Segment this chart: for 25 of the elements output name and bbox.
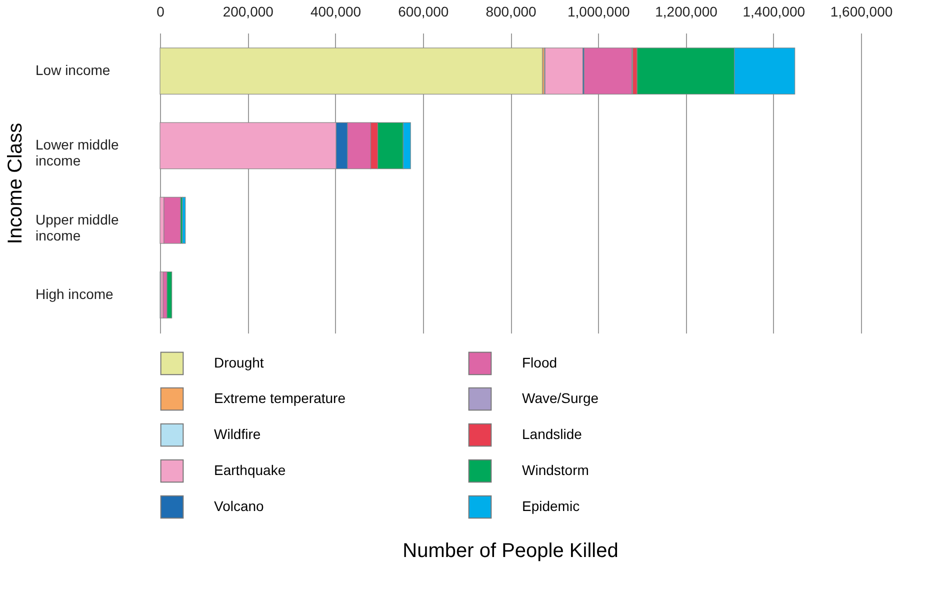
y-tick-label: High income <box>36 286 114 302</box>
x-tick-label: 400,000 <box>310 4 362 20</box>
y-tick-label: Low income <box>36 62 110 78</box>
x-tick-label: 600,000 <box>398 4 449 20</box>
x-tick-label: 1,200,000 <box>655 4 718 20</box>
legend-label: Earthquake <box>214 462 286 478</box>
y-axis-title: Income Class <box>4 122 26 244</box>
legend-label: Epidemic <box>522 498 580 514</box>
legend-label: Extreme temperature <box>214 390 346 406</box>
y-tick-label: Lower middle income <box>36 136 119 169</box>
x-tick-label: 1,400,000 <box>742 4 806 20</box>
legend-label: Flood <box>522 354 558 370</box>
legend-label: Wave/Surge <box>522 390 599 406</box>
legend-label: Volcano <box>214 498 264 514</box>
text: Number of People Killed <box>402 540 618 562</box>
legend-label: Wildfire <box>214 426 261 442</box>
x-tick-label: 1,600,000 <box>830 4 893 20</box>
x-tick-label: 800,000 <box>486 4 537 20</box>
x-tick-label: 0 <box>156 4 165 20</box>
x-tick-label: 200,000 <box>222 4 274 20</box>
x-tick-label: 1,000,000 <box>567 4 630 20</box>
y-tick-label: Upper middle income <box>36 211 119 244</box>
legend-label: Windstorm <box>522 462 589 478</box>
legend-label: Drought <box>214 354 264 370</box>
legend-label: Landslide <box>522 426 582 442</box>
